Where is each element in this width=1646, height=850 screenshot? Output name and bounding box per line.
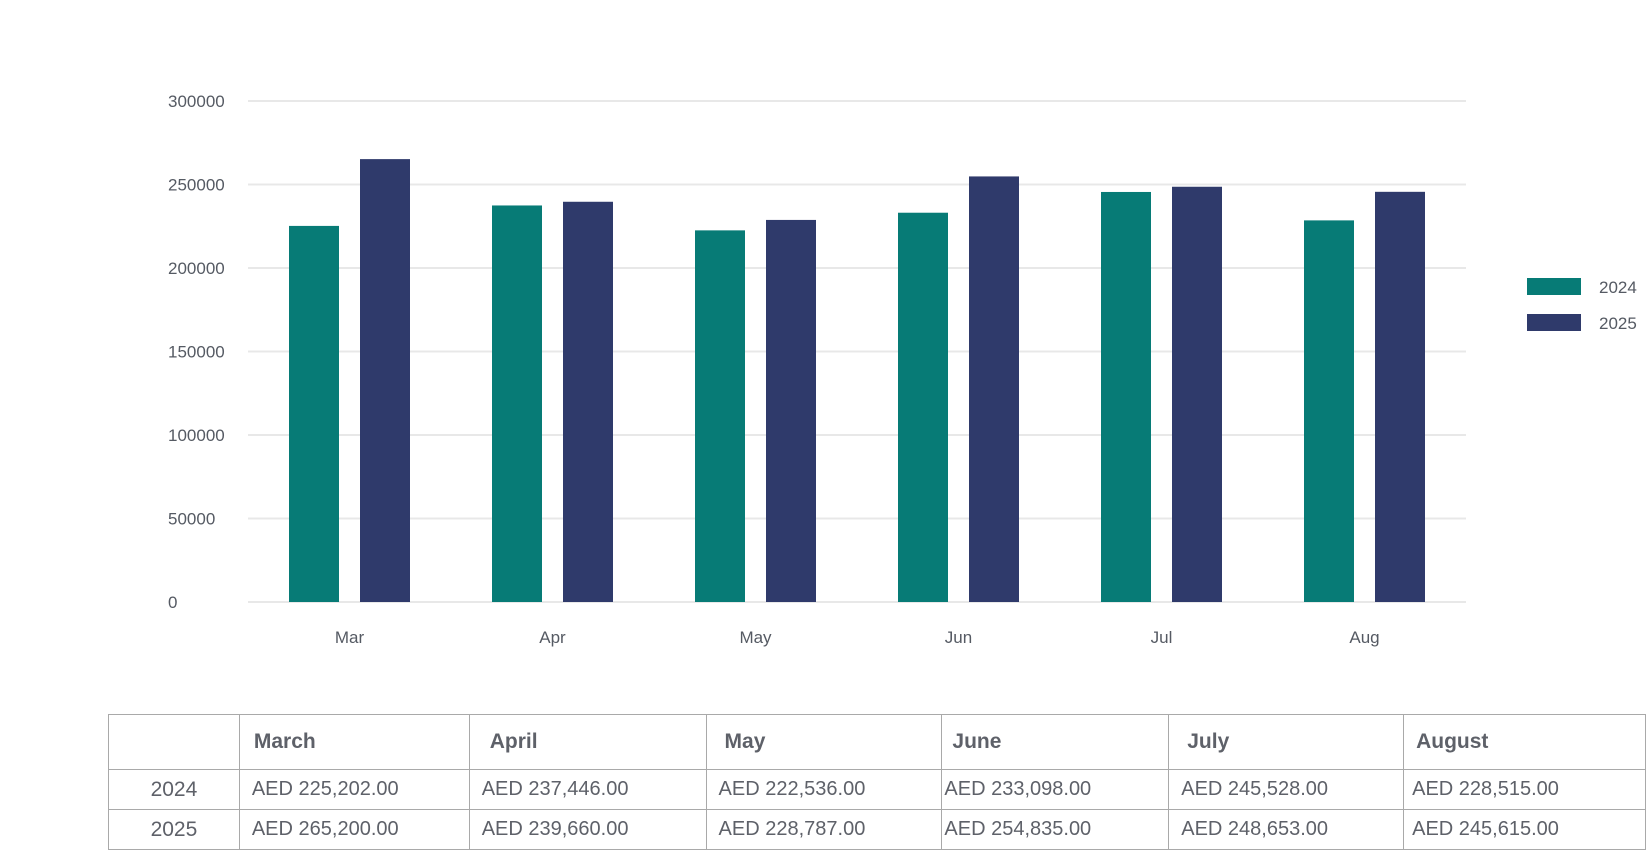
bar-2025-may	[766, 219, 816, 602]
legend-swatch-2025	[1527, 314, 1581, 331]
table-cell: AED 225,202.00	[238, 769, 470, 810]
table-header-august: August	[1403, 714, 1646, 770]
table-header-june: June	[941, 714, 1170, 770]
table-row: 2025 AED 265,200.00 AED 239,660.00 AED 2…	[108, 809, 1646, 850]
bar-2025-apr	[563, 201, 613, 602]
legend-label-2025: 2025	[1599, 314, 1637, 333]
y-axis-ticks: 0 50000 100000 150000 200000 250000 300000	[168, 92, 225, 612]
bar-2024-jun	[898, 212, 948, 603]
table-cell: AED 228,787.00	[705, 809, 943, 850]
table-cell: AED 237,446.00	[468, 769, 707, 810]
y-tick-label: 100000	[168, 426, 225, 445]
x-axis-ticks: Mar Apr May Jun Jul Aug	[335, 628, 1380, 647]
bar-2025-jul	[1172, 186, 1222, 602]
table-header-july: July	[1168, 714, 1405, 770]
y-tick-label: 250000	[168, 176, 225, 195]
y-tick-label: 300000	[168, 92, 225, 111]
x-tick-label: Jun	[945, 628, 972, 647]
x-tick-label: Aug	[1349, 628, 1379, 647]
table-cell: AED 222,536.00	[705, 769, 943, 810]
table-header-row: March April May June July August	[108, 714, 1646, 770]
table-cell: AED 228,515.00	[1403, 769, 1646, 810]
bar-chart: 0 50000 100000 150000 200000 250000 300000 Mar…	[168, 92, 1637, 647]
table-header-april: April	[468, 714, 707, 770]
bar-2024-may	[695, 230, 745, 603]
x-tick-label: Mar	[335, 628, 365, 647]
table-header-march: March	[238, 714, 470, 770]
table-cell: AED 239,660.00	[468, 809, 707, 850]
table-cell: AED 233,098.00	[941, 769, 1170, 810]
data-table: March April May June July August 2024 AE…	[108, 714, 1646, 850]
table-row: 2024 AED 225,202.00 AED 237,446.00 AED 2…	[108, 769, 1646, 810]
legend: 2024 2025	[1527, 278, 1637, 333]
legend-label-2024: 2024	[1599, 278, 1637, 297]
table-cell: AED 265,200.00	[238, 809, 470, 850]
bar-2024-aug	[1304, 220, 1354, 602]
bars	[289, 159, 1425, 603]
table-cell: AED 245,528.00	[1168, 769, 1405, 810]
table-cell: AED 245,615.00	[1403, 809, 1646, 850]
table-cell: AED 254,835.00	[941, 809, 1170, 850]
legend-swatch-2024	[1527, 278, 1581, 295]
bar-2025-mar	[360, 159, 410, 602]
x-tick-label: Jul	[1151, 628, 1173, 647]
table-cell: AED 248,653.00	[1168, 809, 1405, 850]
bar-2024-mar	[289, 225, 339, 602]
table-row-year: 2025	[108, 809, 240, 850]
y-tick-label: 200000	[168, 259, 225, 278]
table-row-year: 2024	[108, 769, 240, 810]
grid-lines	[248, 100, 1466, 603]
y-tick-label: 150000	[168, 343, 225, 362]
x-tick-label: Apr	[539, 628, 566, 647]
bar-2024-apr	[492, 205, 542, 602]
y-tick-label: 0	[168, 593, 177, 612]
bar-2025-aug	[1375, 191, 1425, 603]
table-header-may: May	[705, 714, 943, 770]
x-tick-label: May	[739, 628, 772, 647]
y-tick-label: 50000	[168, 510, 215, 529]
table-header-empty	[108, 714, 240, 770]
bar-2024-jul	[1101, 191, 1151, 602]
bar-2025-jun	[969, 176, 1019, 603]
